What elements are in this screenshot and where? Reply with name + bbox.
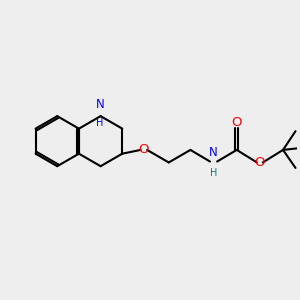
Text: O: O	[255, 156, 265, 169]
Text: N: N	[96, 98, 104, 111]
Text: N: N	[209, 146, 218, 160]
Text: H: H	[96, 118, 104, 128]
Text: O: O	[138, 143, 149, 156]
Text: H: H	[210, 168, 218, 178]
Text: O: O	[232, 116, 242, 129]
